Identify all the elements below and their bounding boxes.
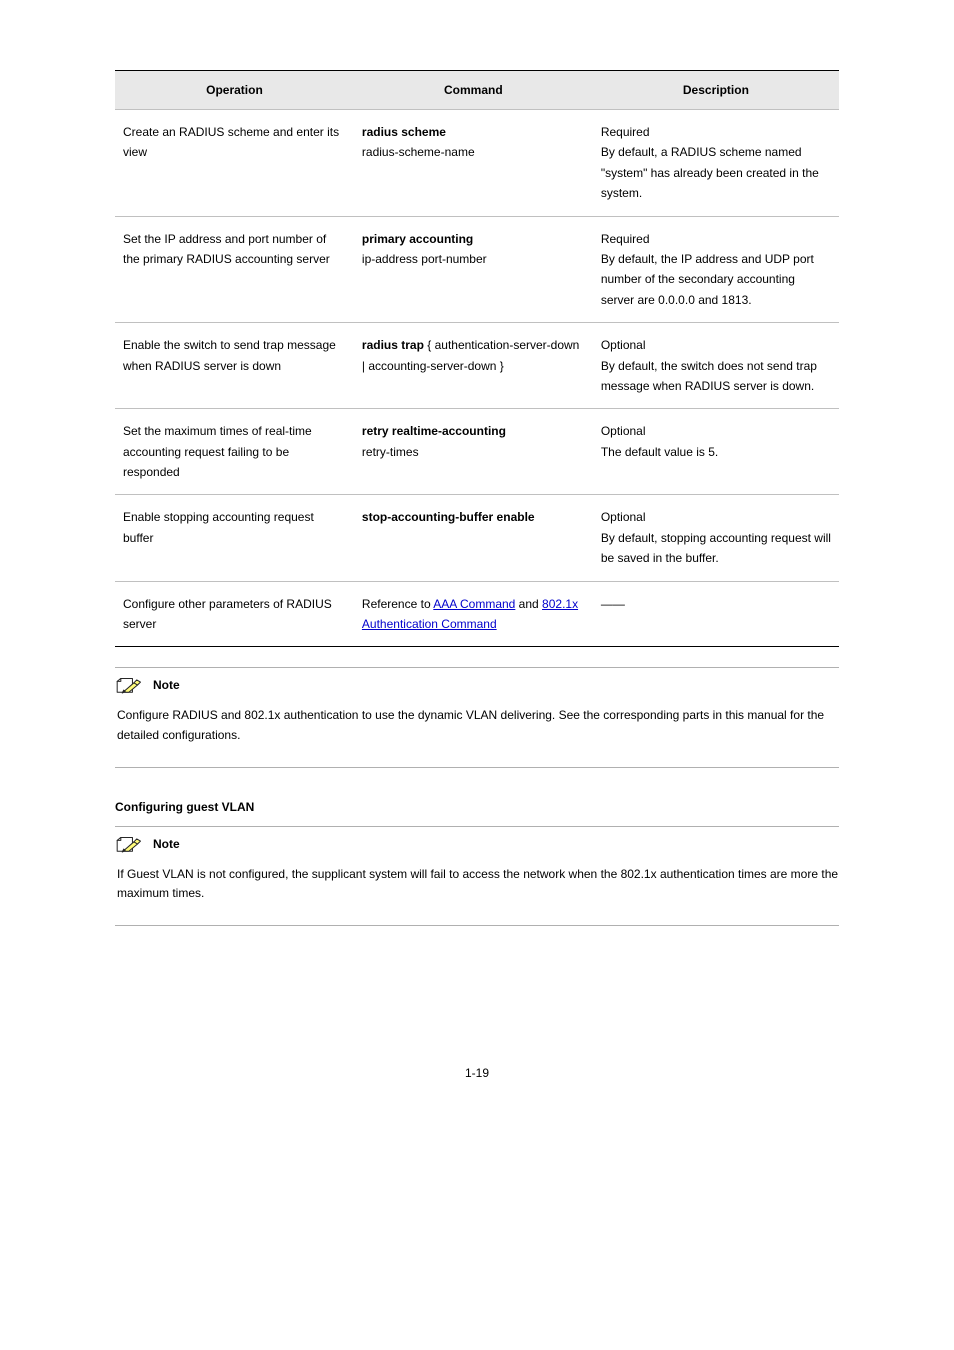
note-header: Note xyxy=(115,833,839,855)
page-content: Operation Command Description Create an … xyxy=(115,70,839,1080)
command-arg: retry-times xyxy=(362,445,419,459)
note-block: Note If Guest VLAN is not configured, th… xyxy=(115,833,839,903)
cell-command: radius trap { authentication-server-down… xyxy=(354,323,593,409)
cell-operation: Enable stopping accounting request buffe… xyxy=(115,495,354,581)
rule xyxy=(115,826,839,827)
command-name: radius trap xyxy=(362,338,424,352)
table-header-row: Operation Command Description xyxy=(115,71,839,110)
table-row: Create an RADIUS scheme and enter its vi… xyxy=(115,110,839,217)
cell-description: —— xyxy=(593,581,839,647)
table-row: Enable the switch to send trap message w… xyxy=(115,323,839,409)
cell-description: Optional The default value is 5. xyxy=(593,409,839,495)
link-aaa-command[interactable]: AAA Command xyxy=(433,597,515,611)
cell-operation: Set the maximum times of real-time accou… xyxy=(115,409,354,495)
note-header: Note xyxy=(115,674,839,696)
rule xyxy=(115,767,839,768)
col-header-command: Command xyxy=(354,71,593,110)
command-name: retry realtime-accounting xyxy=(362,424,506,438)
command-arg: ip-address port-number xyxy=(362,252,487,266)
cell-operation: Configure other parameters of RADIUS ser… xyxy=(115,581,354,647)
section-title: Configuring guest VLAN xyxy=(115,800,839,814)
cell-description: Optional By default, the switch does not… xyxy=(593,323,839,409)
cell-command: Reference to AAA Command and 802.1x Auth… xyxy=(354,581,593,647)
note-body: If Guest VLAN is not configured, the sup… xyxy=(117,865,839,903)
cell-operation: Enable the switch to send trap message w… xyxy=(115,323,354,409)
cell-command: primary accounting ip-address port-numbe… xyxy=(354,216,593,323)
cell-operation: Create an RADIUS scheme and enter its vi… xyxy=(115,110,354,217)
page-number: 1-19 xyxy=(115,1066,839,1080)
rule xyxy=(115,925,839,926)
cell-command: retry realtime-accounting retry-times xyxy=(354,409,593,495)
note-body: Configure RADIUS and 802.1x authenticati… xyxy=(117,706,839,744)
command-table: Operation Command Description Create an … xyxy=(115,70,839,647)
col-header-operation: Operation xyxy=(115,71,354,110)
cell-description: Required By default, the IP address and … xyxy=(593,216,839,323)
note-icon xyxy=(115,833,147,855)
command-pre: Reference to xyxy=(362,597,433,611)
note-icon xyxy=(115,674,147,696)
command-name: radius scheme xyxy=(362,125,446,139)
command-arg: radius-scheme-name xyxy=(362,145,475,159)
table-row: Configure other parameters of RADIUS ser… xyxy=(115,581,839,647)
command-name: stop-accounting-buffer enable xyxy=(362,510,535,524)
note-title: Note xyxy=(153,678,180,692)
cell-command: radius scheme radius-scheme-name xyxy=(354,110,593,217)
cell-operation: Set the IP address and port number of th… xyxy=(115,216,354,323)
cell-description: Required By default, a RADIUS scheme nam… xyxy=(593,110,839,217)
rule xyxy=(115,667,839,668)
table-row: Set the maximum times of real-time accou… xyxy=(115,409,839,495)
col-header-description: Description xyxy=(593,71,839,110)
table-row: Enable stopping accounting request buffe… xyxy=(115,495,839,581)
cell-description: Optional By default, stopping accounting… xyxy=(593,495,839,581)
cell-command: stop-accounting-buffer enable xyxy=(354,495,593,581)
table-row: Set the IP address and port number of th… xyxy=(115,216,839,323)
note-block: Note Configure RADIUS and 802.1x authent… xyxy=(115,674,839,744)
command-name: primary accounting xyxy=(362,232,473,246)
note-title: Note xyxy=(153,837,180,851)
